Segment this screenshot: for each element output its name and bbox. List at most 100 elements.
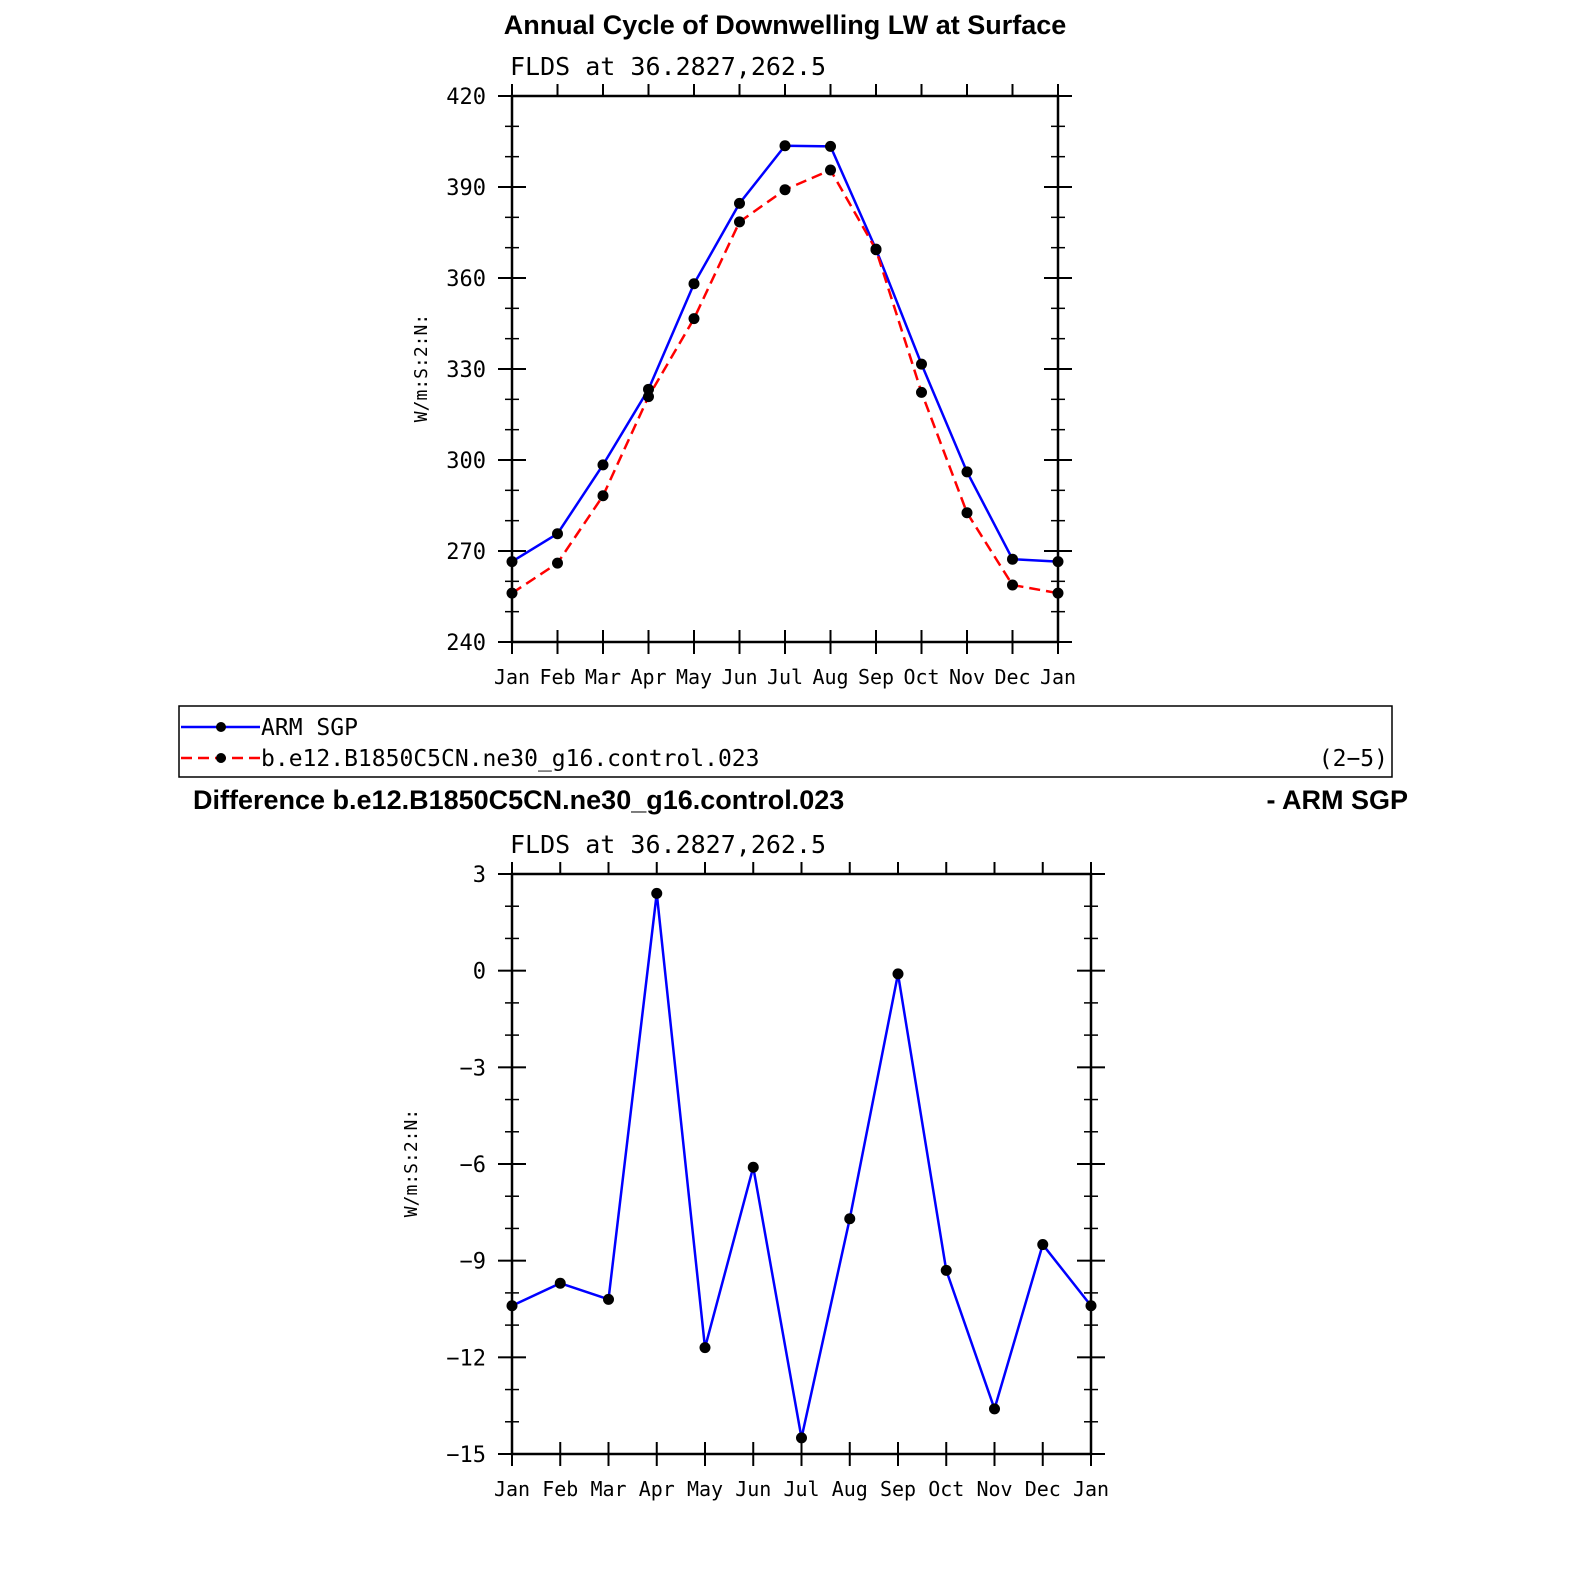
top-x-tick-label: Feb — [539, 665, 575, 689]
bottom-plot-area: Jan Feb Mar Apr May Jun Jul Aug Sep Oct Nov Dec Jan−… — [446, 862, 1109, 1501]
bottom-y-tick-label: −6 — [460, 1153, 487, 1178]
legend-box — [178, 705, 1393, 778]
bottom-series-0-point — [989, 1403, 1000, 1415]
bottom-series-line-0 — [511, 893, 1092, 1439]
legend-entry-arm-sgp: ARM SGP — [181, 715, 358, 741]
top-series-1-point — [916, 386, 927, 398]
top-x-tick-label: Aug — [812, 665, 848, 689]
legend-marker-model — [216, 753, 226, 763]
bottom-plot-frame — [510, 872, 1093, 1456]
bottom-series-0-point — [699, 1342, 711, 1354]
legend-page-label: (2−5) — [1319, 746, 1388, 772]
top-series-0-point — [961, 466, 973, 478]
bottom-series-0-point — [603, 1293, 614, 1305]
bottom-series-0-point — [651, 887, 663, 899]
top-series-0-point — [506, 556, 518, 568]
bottom-chart: Difference b.e12.B1850C5CN.ne30_g16.cont… — [193, 785, 1408, 1501]
legend-entry-model: b.e12.B1850C5CN.ne30_g16.control.023 — [181, 746, 760, 772]
bottom-chart-title-suffix: - ARM SGP — [1267, 785, 1409, 815]
top-series-1-point — [552, 557, 563, 569]
top-series-1-point — [825, 164, 836, 176]
top-series-0-point — [1052, 556, 1064, 568]
top-series-0-point — [916, 358, 927, 370]
top-series-1-point — [961, 507, 973, 519]
top-series-0-point — [552, 528, 563, 540]
bottom-series-0-point — [554, 1277, 566, 1289]
top-plot-frame — [510, 94, 1060, 644]
bottom-x-tick-label: Jan — [494, 1477, 530, 1501]
bottom-y-tick-label: 3 — [473, 863, 486, 888]
bottom-series-0-point — [796, 1432, 807, 1444]
bottom-series-0-point — [1085, 1300, 1097, 1312]
top-chart-subtitle: FLDS at 36.2827,262.5 — [510, 52, 826, 81]
top-series-1-point — [1052, 587, 1064, 599]
top-chart-title: Annual Cycle of Downwelling LW at Surfac… — [504, 10, 1067, 40]
top-x-tick-label: Oct — [903, 665, 939, 689]
bottom-y-tick-label: −9 — [460, 1250, 487, 1275]
top-chart-y-axis-label: W/m:S:2:N: — [411, 314, 432, 422]
bottom-x-tick-label: Feb — [542, 1477, 578, 1501]
top-x-tick-label: Sep — [858, 665, 894, 689]
top-series-0-point — [779, 140, 791, 152]
bottom-x-tick-label: Aug — [832, 1477, 868, 1501]
top-y-tick-label: 330 — [446, 358, 486, 383]
top-y-tick-label: 420 — [446, 85, 486, 110]
top-series-0-point — [597, 459, 609, 471]
bottom-series-0-point — [1037, 1239, 1049, 1251]
bottom-y-tick-label: −12 — [446, 1346, 486, 1371]
top-x-tick-label: Apr — [630, 665, 666, 689]
top-series-1-point — [1007, 579, 1018, 591]
top-x-tick-label: Dec — [994, 665, 1030, 689]
top-plot-area: Jan Feb Mar Apr May Jun Jul Aug Sep Oct Nov Dec Jan 2… — [446, 84, 1076, 689]
bottom-x-tick-label: Oct — [928, 1477, 964, 1501]
bottom-chart-subtitle: FLDS at 36.2827,262.5 — [510, 830, 826, 859]
bottom-y-tick-label: −3 — [460, 1056, 487, 1081]
bottom-series-0-point — [844, 1213, 856, 1225]
top-x-tick-label: Jul — [767, 665, 803, 689]
top-x-tick-label: Jan — [1040, 665, 1076, 689]
bottom-series-0-point — [892, 968, 904, 980]
legend-label-model: b.e12.B1850C5CN.ne30_g16.control.023 — [261, 746, 760, 772]
top-y-tick-label: 300 — [446, 449, 486, 474]
legend-marker-arm-sgp — [216, 722, 226, 732]
bottom-chart-title: Difference b.e12.B1850C5CN.ne30_g16.cont… — [193, 785, 844, 815]
bottom-y-tick-label: 0 — [473, 960, 486, 985]
top-x-tick-label: Mar — [585, 665, 621, 689]
top-y-tick-label: 390 — [446, 176, 486, 201]
top-series-0-point — [734, 197, 745, 209]
top-y-tick-label: 270 — [446, 540, 486, 565]
bottom-chart-y-axis-label: W/m:S:2:N: — [401, 1109, 422, 1217]
top-series-1-point — [779, 184, 791, 196]
top-series-1-point — [643, 391, 654, 403]
bottom-y-tick-label: −15 — [446, 1443, 486, 1468]
top-series-1-point — [734, 216, 745, 228]
top-series-0-point — [825, 140, 836, 152]
bottom-x-tick-label: Apr — [639, 1477, 675, 1501]
top-series-1-point — [506, 587, 518, 599]
top-y-tick-label: 240 — [446, 631, 486, 656]
bottom-x-tick-label: Sep — [880, 1477, 916, 1501]
bottom-x-tick-label: Nov — [976, 1477, 1012, 1501]
top-x-tick-label: Nov — [949, 665, 985, 689]
top-series-line-1 — [511, 168, 1059, 595]
bottom-x-tick-label: Mar — [590, 1477, 626, 1501]
top-series-0-point — [688, 278, 700, 290]
bottom-x-tick-label: Jan — [1073, 1477, 1109, 1501]
bottom-x-tick-label: Jun — [735, 1477, 771, 1501]
top-series-1-point — [597, 490, 609, 502]
top-x-tick-label: Jun — [721, 665, 757, 689]
bottom-series-0-point — [747, 1161, 759, 1173]
bottom-x-tick-label: Jul — [783, 1477, 819, 1501]
top-series-1-point — [870, 244, 882, 256]
top-series-0-point — [1007, 553, 1018, 565]
legend-label-arm-sgp: ARM SGP — [261, 715, 358, 741]
bottom-series-0-point — [940, 1264, 952, 1276]
bottom-x-tick-label: May — [687, 1477, 723, 1501]
top-x-tick-label: May — [676, 665, 712, 689]
legend: ARM SGP b.e12.B1850C5CN.ne30_g16.control… — [178, 705, 1393, 778]
bottom-series-0-point — [506, 1300, 518, 1312]
top-y-tick-label: 360 — [446, 267, 486, 292]
top-chart: Annual Cycle of Downwelling LW at Surfac… — [411, 10, 1076, 689]
top-x-tick-label: Jan — [494, 665, 530, 689]
